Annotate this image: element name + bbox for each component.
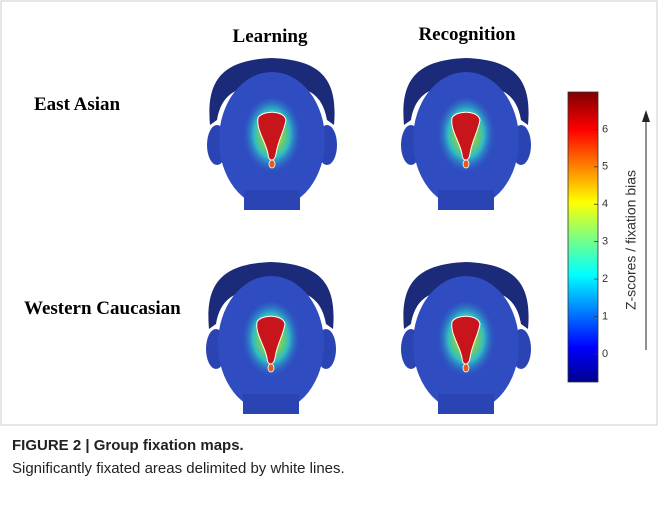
- column-header: Learning: [233, 26, 308, 47]
- face-heatmap: [401, 58, 531, 210]
- colorbar-tick-label: 2: [602, 273, 608, 285]
- face-heatmap: [401, 262, 531, 414]
- colorbar-label: Z-scores / fixation bias: [623, 170, 639, 310]
- face-heatmap: [206, 262, 336, 414]
- colorbar: [568, 92, 598, 382]
- row-label: East Asian: [34, 94, 120, 115]
- face-heatmap: [207, 58, 337, 210]
- colorbar-tick-label: 1: [602, 310, 608, 322]
- colorbar-tick-label: 0: [602, 348, 608, 360]
- caption-text: Significantly fixated areas delimited by…: [12, 460, 345, 477]
- colorbar-tick-label: 4: [602, 198, 608, 210]
- figure: Learning Recognition East Asian Western …: [0, 0, 659, 508]
- colorbar-tick-label: 6: [602, 123, 608, 135]
- row-label: Western Caucasian: [24, 298, 181, 319]
- colorbar-tick-label: 3: [602, 236, 608, 248]
- arrow-head: [642, 110, 650, 122]
- colorbar-tick-label: 5: [602, 161, 608, 173]
- caption-label: FIGURE 2 | Group fixation maps.: [12, 437, 244, 454]
- column-header: Recognition: [418, 24, 516, 45]
- caption: FIGURE 2 | Group fixation maps.: [12, 437, 244, 454]
